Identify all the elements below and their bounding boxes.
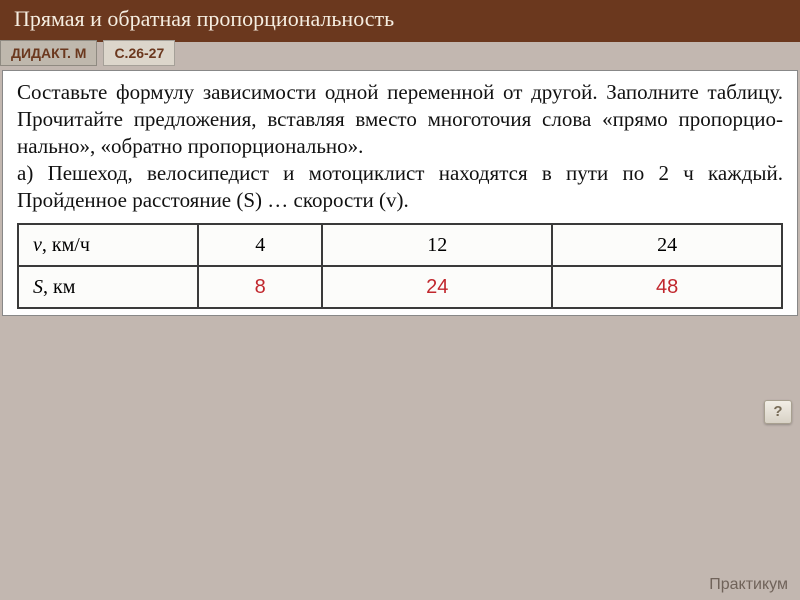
page-title: Прямая и обратная пропорциональность bbox=[0, 0, 800, 42]
table-row: S, км 8 24 48 bbox=[18, 266, 782, 308]
cell-v2: 12 bbox=[322, 224, 552, 266]
help-button[interactable]: ? bbox=[764, 400, 792, 424]
row-label-v: v, км/ч bbox=[18, 224, 198, 266]
tag-page: С.26-27 bbox=[103, 40, 175, 66]
table-row: v, км/ч 4 12 24 bbox=[18, 224, 782, 266]
task-intro: Составьте формулу зависимости одной пере… bbox=[17, 79, 783, 160]
content-box: Составьте формулу зависимости одной пере… bbox=[2, 70, 798, 316]
footer-label: Практикум bbox=[709, 576, 788, 594]
cell-s3: 48 bbox=[552, 266, 782, 308]
cell-v1: 4 bbox=[198, 224, 322, 266]
cell-s1: 8 bbox=[198, 266, 322, 308]
cell-s2: 24 bbox=[322, 266, 552, 308]
source-tags: ДИДАКТ. М С.26-27 bbox=[0, 40, 800, 66]
cell-v3: 24 bbox=[552, 224, 782, 266]
tag-didakt: ДИДАКТ. М bbox=[0, 40, 97, 66]
row-label-s: S, км bbox=[18, 266, 198, 308]
task-item-a: а) Пешеход, велосипедист и мотоциклист н… bbox=[17, 160, 783, 214]
data-table: v, км/ч 4 12 24 S, км 8 24 48 bbox=[17, 223, 783, 309]
